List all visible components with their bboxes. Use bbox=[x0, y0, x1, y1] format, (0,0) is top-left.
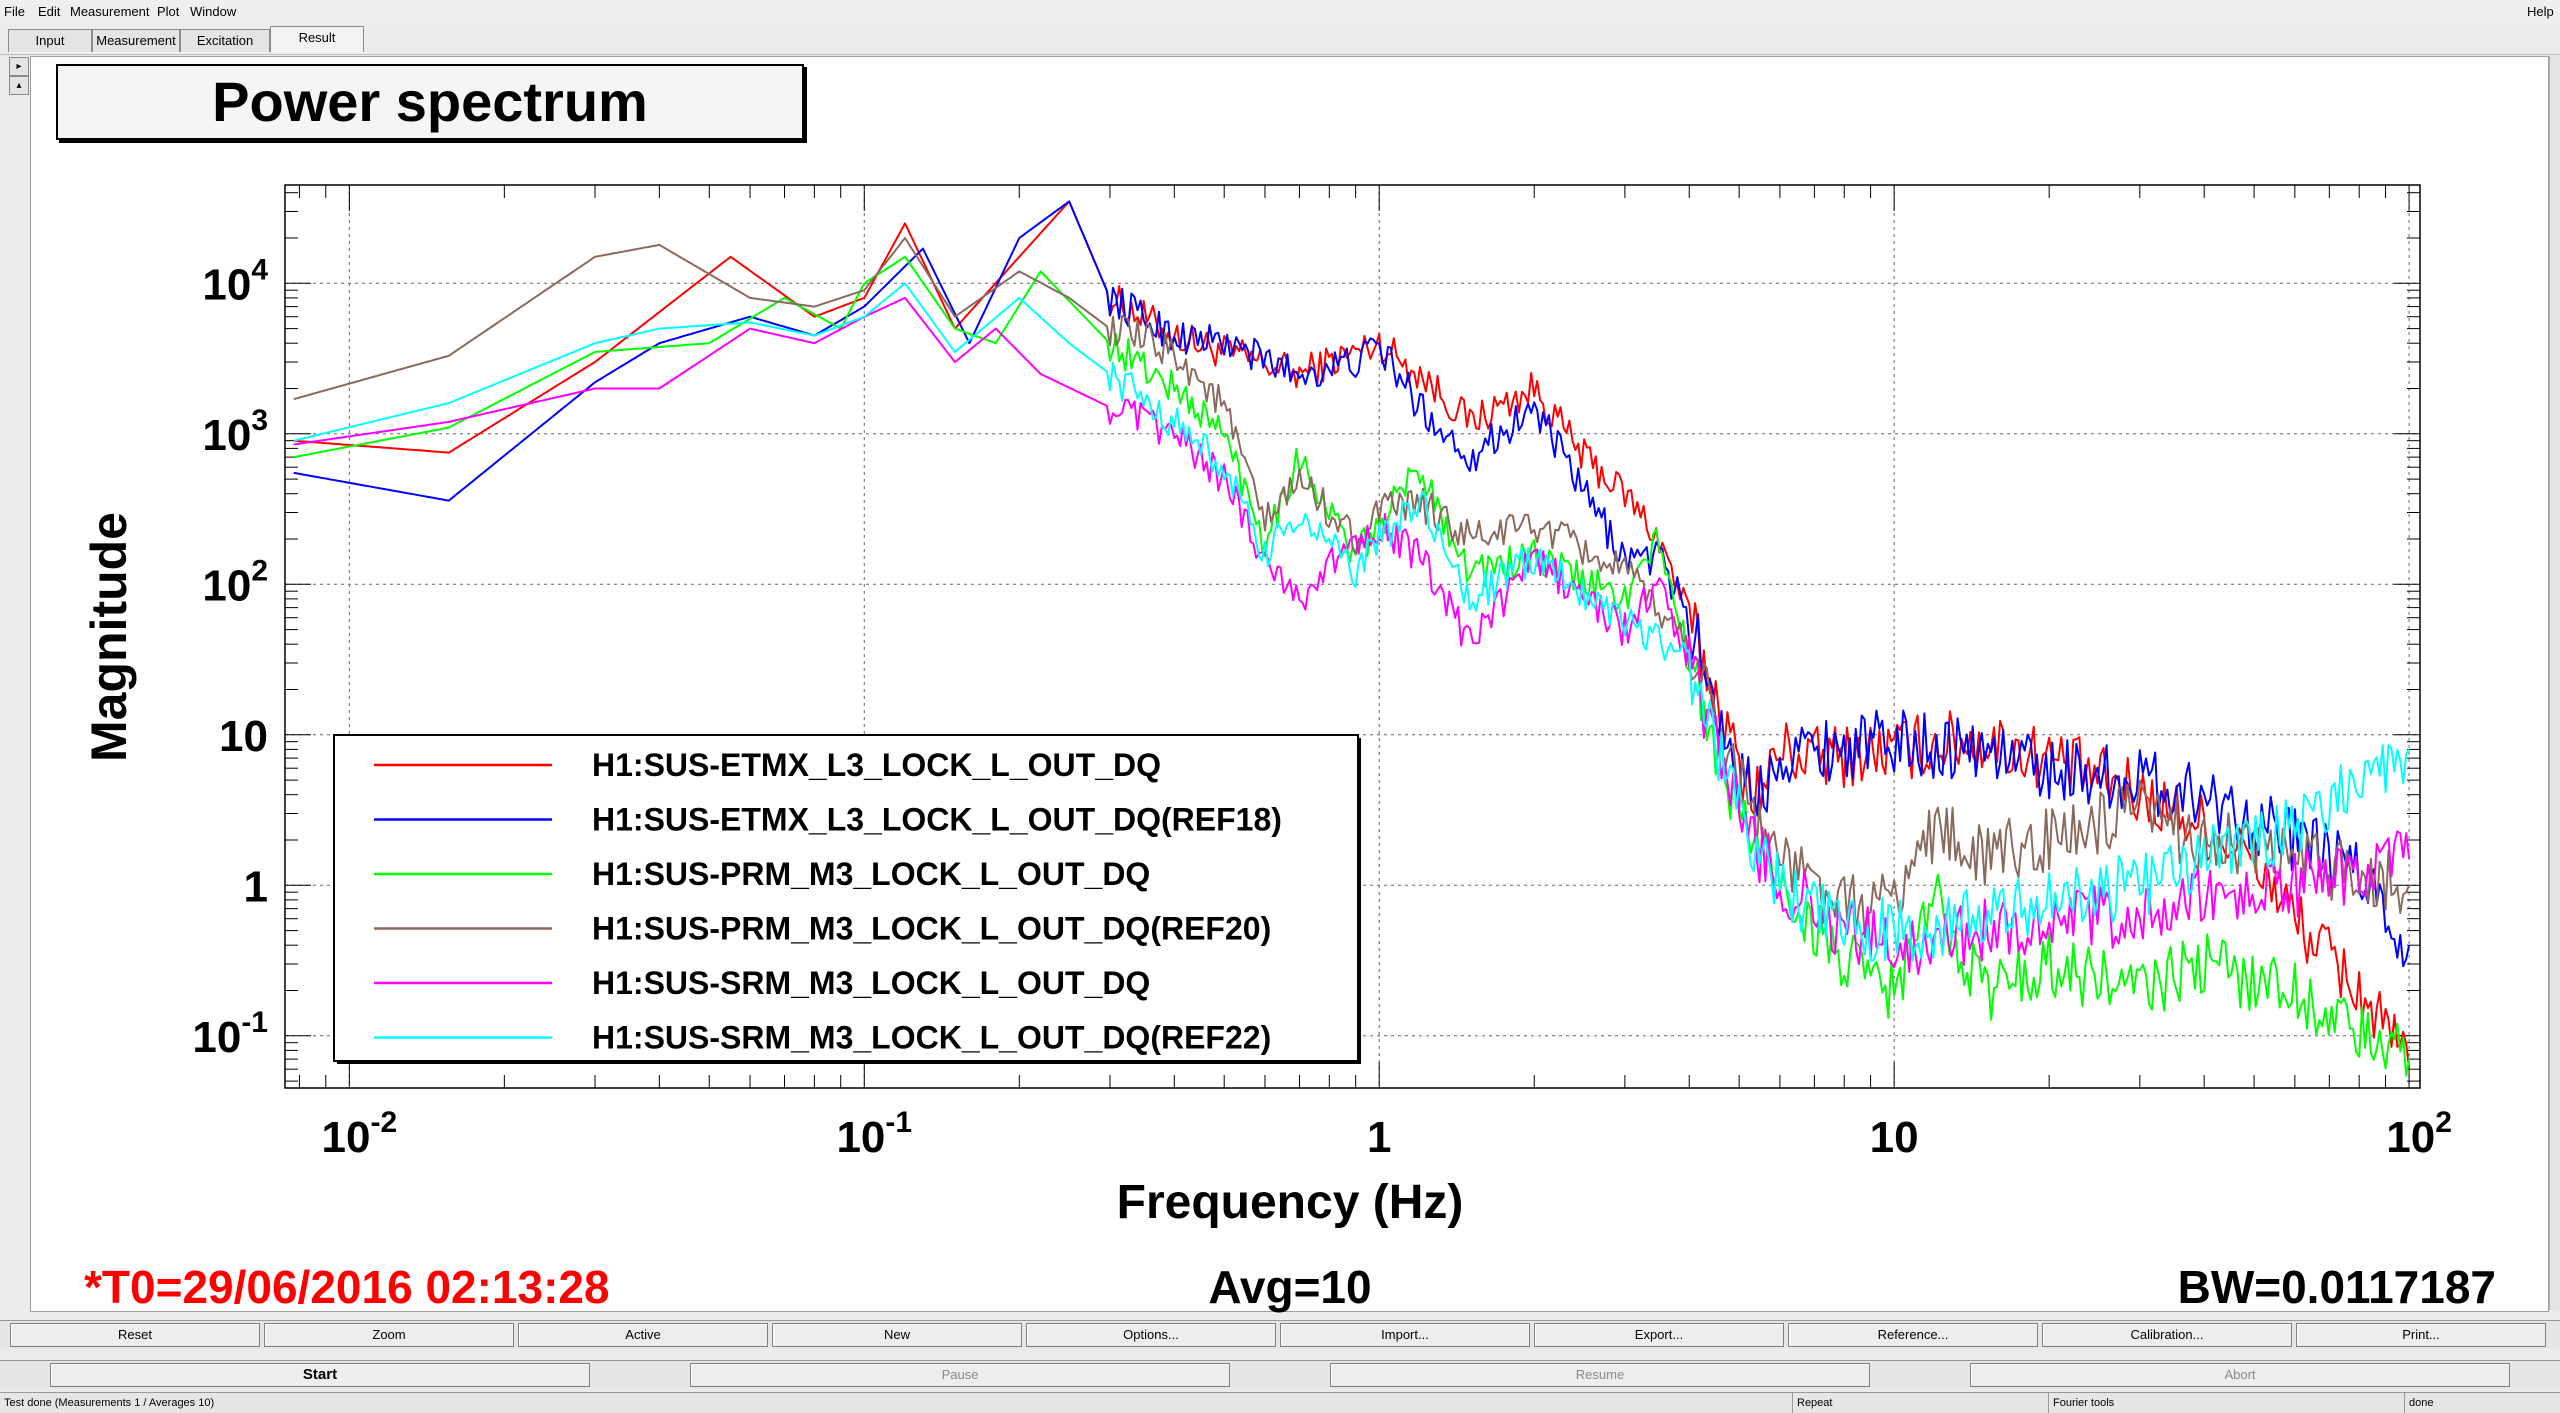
menu-plot[interactable]: Plot bbox=[157, 4, 180, 19]
y-tick-label: 1 bbox=[244, 862, 268, 911]
plot-title: Power spectrum bbox=[56, 64, 804, 140]
legend-entry: H1:SUS-SRM_M3_LOCK_L_OUT_DQ bbox=[592, 965, 1150, 1001]
menu-help[interactable]: Help bbox=[2527, 4, 2554, 19]
x-axis-label: Frequency (Hz) bbox=[1117, 1176, 1464, 1229]
tab-measurement[interactable]: Measurement bbox=[92, 29, 180, 52]
legend bbox=[333, 734, 1359, 1062]
y-tick-label: 103 bbox=[202, 404, 268, 460]
vertical-scrollbar[interactable] bbox=[2549, 56, 2560, 1310]
status-state: done bbox=[2404, 1393, 2433, 1413]
new-button[interactable]: New bbox=[772, 1323, 1022, 1347]
legend-entry: H1:SUS-ETMX_L3_LOCK_L_OUT_DQ(REF18) bbox=[592, 802, 1282, 838]
plot-toolbar: Reset Zoom Active New Options... Import.… bbox=[0, 1320, 2560, 1349]
abort-button[interactable]: Abort bbox=[1970, 1363, 2510, 1387]
y-axis-label: Magnitude bbox=[81, 512, 137, 762]
y-tick-label: 10 bbox=[219, 712, 268, 761]
pause-button[interactable]: Pause bbox=[690, 1363, 1230, 1387]
menu-measurement[interactable]: Measurement bbox=[70, 4, 150, 19]
tab-bar: Input Measurement Excitation Result bbox=[0, 24, 2560, 55]
average-count: Avg=10 bbox=[1208, 1261, 1371, 1313]
start-button[interactable]: Start bbox=[50, 1363, 590, 1387]
series-line bbox=[293, 282, 2410, 962]
status-fourier: Fourier tools bbox=[2048, 1393, 2114, 1413]
export-button[interactable]: Export... bbox=[1534, 1323, 1784, 1347]
status-message: Test done (Measurements 1 / Averages 10) bbox=[4, 1397, 215, 1409]
collapse-arrow-icon[interactable]: ▴ bbox=[9, 76, 29, 95]
measurement-controls: Start Pause Resume Abort bbox=[0, 1360, 2560, 1389]
series-line bbox=[293, 200, 2411, 968]
menu-file[interactable]: File bbox=[4, 4, 25, 19]
print-button[interactable]: Print... bbox=[2296, 1323, 2546, 1347]
tab-excitation[interactable]: Excitation bbox=[180, 29, 270, 52]
tab-result[interactable]: Result bbox=[270, 26, 364, 52]
series-line bbox=[293, 296, 2411, 976]
legend-entry: H1:SUS-PRM_M3_LOCK_L_OUT_DQ bbox=[592, 856, 1150, 892]
calibration-button[interactable]: Calibration... bbox=[2042, 1323, 2292, 1347]
power-spectrum-chart: 10-2 10-1 1 10 102 10-1 1 10 102 103 104 Frequenc… bbox=[81, 184, 2496, 1313]
y-tick-label: 104 bbox=[202, 253, 268, 309]
y-tick-label: 102 bbox=[202, 554, 268, 610]
legend-entry: H1:SUS-PRM_M3_LOCK_L_OUT_DQ(REF20) bbox=[592, 911, 1271, 947]
x-tick-label: 10 bbox=[1870, 1113, 1919, 1162]
series-line bbox=[293, 200, 2411, 1070]
status-repeat: Repeat bbox=[1792, 1393, 1832, 1413]
menu-edit[interactable]: Edit bbox=[38, 4, 61, 19]
options-button[interactable]: Options... bbox=[1026, 1323, 1276, 1347]
bandwidth: BW=0.0117187 bbox=[2178, 1261, 2496, 1313]
y-tick-label: 10-1 bbox=[192, 1006, 268, 1062]
x-tick-label: 10-2 bbox=[322, 1106, 398, 1162]
x-tick-label: 102 bbox=[2386, 1106, 2452, 1162]
legend-entry: H1:SUS-ETMX_L3_LOCK_L_OUT_DQ bbox=[592, 747, 1161, 783]
resume-button[interactable]: Resume bbox=[1330, 1363, 1870, 1387]
import-button[interactable]: Import... bbox=[1280, 1323, 1530, 1347]
menu-window[interactable]: Window bbox=[190, 4, 237, 19]
status-bar: Test done (Measurements 1 / Averages 10)… bbox=[0, 1392, 2560, 1413]
t0-timestamp: *T0=29/06/2016 02:13:28 bbox=[84, 1261, 610, 1313]
reset-button[interactable]: Reset bbox=[10, 1323, 260, 1347]
zoom-button[interactable]: Zoom bbox=[264, 1323, 514, 1347]
series-line bbox=[293, 237, 2411, 939]
tab-input[interactable]: Input bbox=[8, 29, 92, 52]
expand-arrow-icon[interactable]: ▸ bbox=[9, 57, 29, 76]
x-tick-label: 1 bbox=[1367, 1113, 1391, 1162]
active-button[interactable]: Active bbox=[518, 1323, 768, 1347]
x-tick-label: 10-1 bbox=[836, 1106, 912, 1162]
reference-button[interactable]: Reference... bbox=[1788, 1323, 2038, 1347]
legend-entry: H1:SUS-SRM_M3_LOCK_L_OUT_DQ(REF22) bbox=[592, 1020, 1271, 1056]
